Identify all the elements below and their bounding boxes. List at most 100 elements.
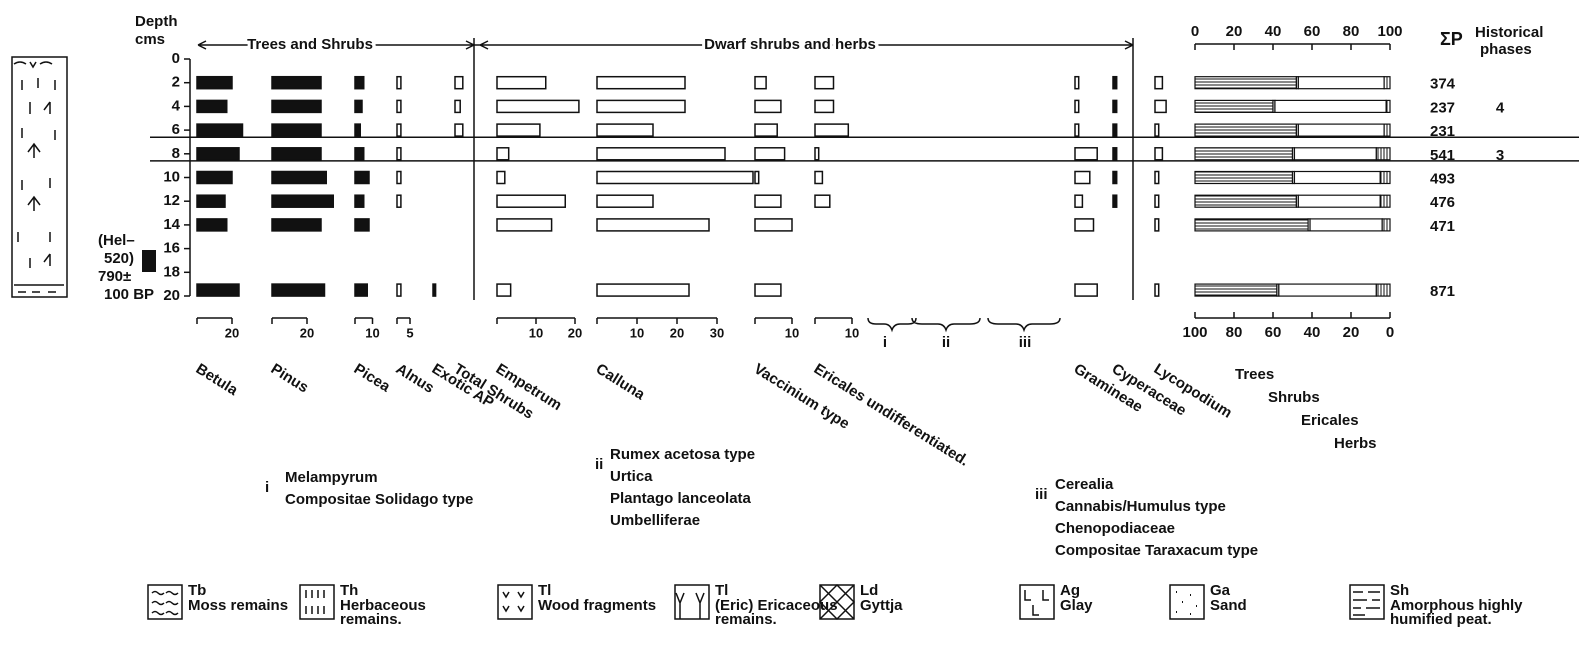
pollen-bar [397,284,401,296]
pollen-bar [1075,195,1082,207]
depth-label: cms [135,31,165,48]
pollen-bar [1075,148,1097,160]
legend-text: Sand [1210,597,1247,614]
date-label: (Hel– [98,232,135,249]
y-tick-label: 16 [163,240,180,257]
pollen-bar [1155,148,1162,160]
y-tick-label: 4 [172,97,181,114]
summary-tick-label: 20 [1343,324,1360,341]
pollen-bar [1113,77,1117,89]
pollen-bar [1075,124,1079,136]
summary-segment [1384,124,1390,136]
pollen-bar [1075,172,1090,184]
pollen-bar [272,77,321,89]
pollen-bar [272,100,321,112]
pollen-bar [497,148,509,160]
summary-segment [1298,195,1380,207]
pollen-bar [1113,124,1117,136]
summary-series-label: Ericales [1301,412,1359,429]
pollen-bar [597,219,709,231]
pollen-bar [755,77,766,89]
taxon-label: Calluna [593,360,649,403]
legend-text: Moss remains [188,597,288,614]
summary-segment [1195,148,1293,160]
sum-p-label: ΣP [1440,29,1463,49]
pollen-bar [755,195,781,207]
pollen-bar [815,100,834,112]
summary-tick-label: 20 [1226,23,1243,40]
pollen-bar [815,148,819,160]
legend-text: remains. [715,611,777,628]
taxon-label: Picea [351,360,394,396]
pollen-bar [1075,100,1079,112]
summary-segment [1195,172,1293,184]
summary-series-label: Herbs [1334,435,1377,452]
footnote-taxon: Compositae Taraxacum type [1055,542,1258,559]
pollen-bar [197,284,239,296]
pollen-bar [355,219,369,231]
group-header: Dwarf shrubs and herbs [704,36,876,53]
summary-segment [1380,195,1390,207]
summary-segment [1275,100,1386,112]
group-header: Trees and Shrubs [247,36,373,53]
pollen-bar [272,284,325,296]
pollen-bar [1155,77,1162,89]
pollen-bar [755,219,792,231]
pollen-bar [1155,100,1166,112]
summary-tick-label: 80 [1226,324,1243,341]
pollen-bar [272,172,326,184]
page: {"chart_data": {"type": "pollen", "depth… [0,0,1579,647]
y-tick-label: 12 [163,192,180,209]
pollen-bar [355,284,367,296]
summary-segment [1310,219,1382,231]
pollen-bar [197,172,232,184]
pollen-bar [1155,219,1159,231]
legend-text: remains. [340,611,402,628]
sum-p-value: 374 [1430,76,1456,93]
summary-tick-label: 60 [1265,324,1282,341]
pollen-bar [815,77,834,89]
summary-tick-label: 40 [1304,324,1321,341]
pollen-bar [197,195,225,207]
summary-segment [1279,284,1377,296]
pollen-bar [1155,284,1159,296]
pollen-bar [497,195,565,207]
pollen-bar [197,77,232,89]
depth-label: Depth [135,13,178,30]
pollen-bar [597,124,653,136]
y-tick-label: 20 [163,287,180,304]
pollen-diagram: Trees and Shrubs Dwarf shrubs and herbs … [0,0,1579,642]
pollen-bar [597,77,685,89]
summary-segment [1384,77,1390,89]
pollen-bar [1113,195,1117,207]
pollen-bar [1113,100,1117,112]
pollen-bar [355,172,369,184]
pollen-bar [1155,195,1159,207]
summary-tick-label: 80 [1343,23,1360,40]
summary-tick-label: 0 [1386,324,1394,341]
pollen-bar [455,124,463,136]
summary-segment [1195,100,1273,112]
scale-tick-label: 20 [300,325,314,340]
group-label: ii [942,334,950,351]
pollen-bar [1113,148,1117,160]
pollen-bar [815,124,848,136]
date-label: 100 BP [104,286,154,303]
group-label: iii [1019,334,1032,351]
pollen-bar [497,284,511,296]
pollen-bar [755,284,781,296]
scale-tick-label: 30 [710,325,724,340]
scale-tick-label: 5 [406,325,413,340]
pollen-bar [397,124,401,136]
pollen-bar [355,77,364,89]
legend-text: Glay [1060,597,1093,614]
pollen-bar [272,148,321,160]
date-label: 790± [98,268,131,285]
sum-p-value: 471 [1430,218,1455,235]
y-tick-label: 0 [172,50,180,67]
footnote-label: iii [1035,486,1048,503]
phase-label: Historical [1475,24,1543,41]
summary-segment [1195,124,1296,136]
summary-segment [1380,172,1390,184]
footnote-taxon: Rumex acetosa type [610,446,755,463]
